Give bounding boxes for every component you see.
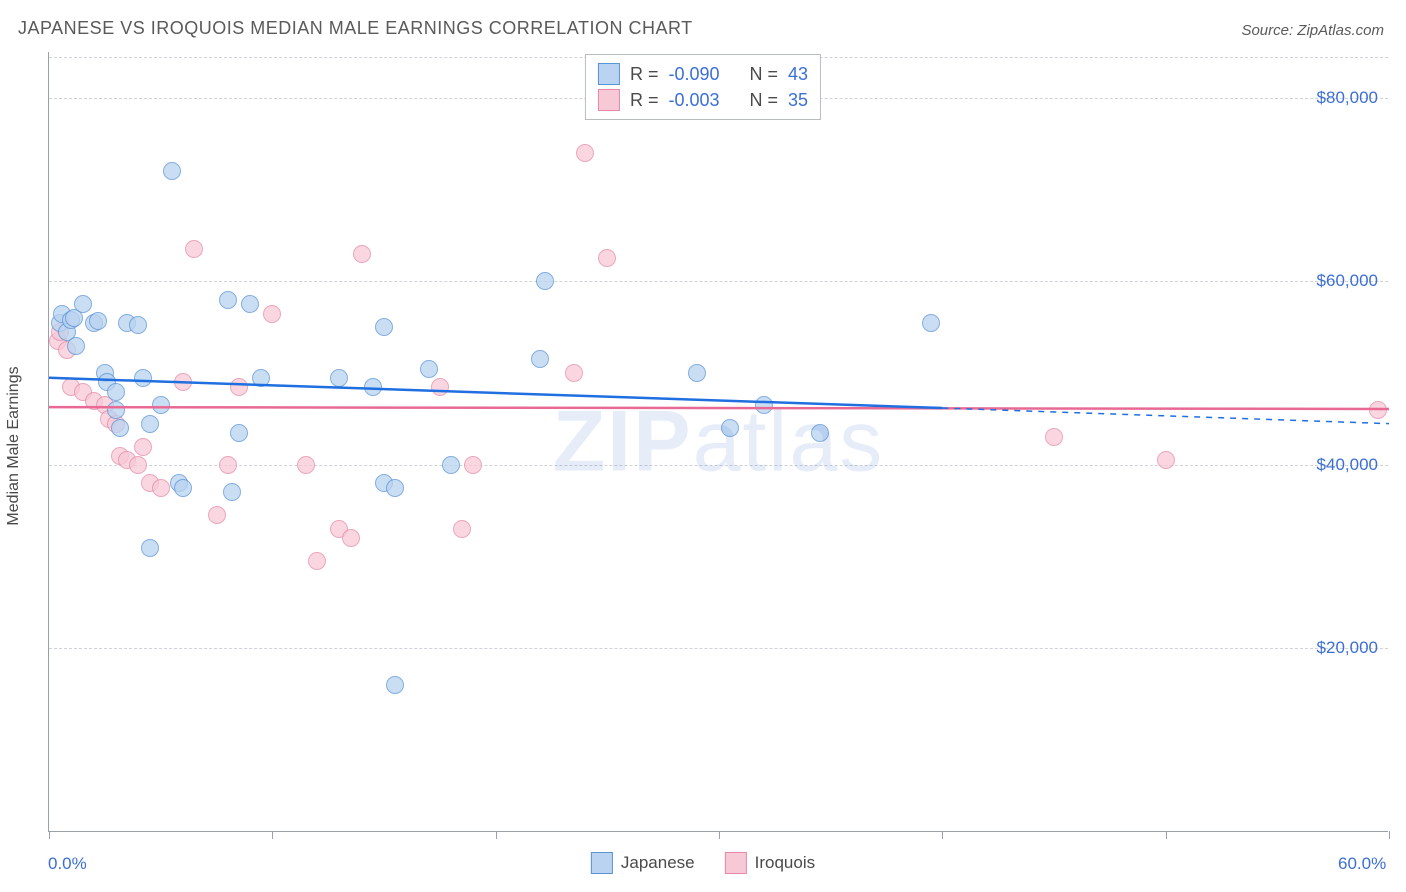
scatter-point-japanese [163, 162, 181, 180]
chart-title: JAPANESE VS IROQUOIS MEDIAN MALE EARNING… [18, 18, 693, 39]
x-tick [496, 831, 497, 839]
scatter-point-japanese [141, 415, 159, 433]
stat-r-value: -0.003 [668, 90, 719, 111]
legend-swatch [598, 63, 620, 85]
scatter-point-iroquois [219, 456, 237, 474]
scatter-point-japanese [688, 364, 706, 382]
trend-lines-svg [49, 52, 1389, 832]
x-tick [942, 831, 943, 839]
scatter-point-iroquois [342, 529, 360, 547]
scatter-point-japanese [129, 316, 147, 334]
scatter-point-japanese [386, 479, 404, 497]
scatter-point-iroquois [353, 245, 371, 263]
scatter-point-japanese [141, 539, 159, 557]
legend-label: Iroquois [755, 853, 815, 873]
legend-swatch [725, 852, 747, 874]
stat-r-label: R = [630, 64, 659, 85]
scatter-point-japanese [531, 350, 549, 368]
legend-swatch [598, 89, 620, 111]
stat-r-value: -0.090 [668, 64, 719, 85]
scatter-point-japanese [755, 396, 773, 414]
legend-item: Japanese [591, 852, 695, 874]
scatter-point-iroquois [308, 552, 326, 570]
scatter-point-iroquois [464, 456, 482, 474]
stat-n-value: 35 [788, 90, 808, 111]
scatter-point-japanese [152, 396, 170, 414]
scatter-point-japanese [330, 369, 348, 387]
stat-n-label: N = [750, 90, 779, 111]
stat-n-value: 43 [788, 64, 808, 85]
plot-area: ZIPatlas $20,000 $40,000 $60,000 $80,000 [48, 52, 1388, 832]
legend-series: Japanese Iroquois [591, 852, 815, 874]
scatter-point-iroquois [1045, 428, 1063, 446]
scatter-point-japanese [107, 401, 125, 419]
scatter-point-japanese [922, 314, 940, 332]
x-axis-min-label: 0.0% [48, 854, 87, 874]
x-tick [1389, 831, 1390, 839]
watermark-bold: ZIP [553, 393, 693, 489]
legend-stats-row: R = -0.003 N = 35 [596, 87, 810, 113]
legend-label: Japanese [621, 853, 695, 873]
scatter-point-iroquois [185, 240, 203, 258]
scatter-point-japanese [811, 424, 829, 442]
scatter-point-japanese [364, 378, 382, 396]
scatter-point-iroquois [263, 305, 281, 323]
y-tick-label: $20,000 [1317, 638, 1378, 658]
scatter-point-iroquois [598, 249, 616, 267]
source-label: Source: ZipAtlas.com [1241, 22, 1384, 39]
scatter-point-japanese [420, 360, 438, 378]
watermark-thin: atlas [693, 393, 885, 489]
legend-item: Iroquois [725, 852, 815, 874]
scatter-point-japanese [442, 456, 460, 474]
x-tick [1166, 831, 1167, 839]
scatter-point-japanese [134, 369, 152, 387]
scatter-point-japanese [536, 272, 554, 290]
scatter-point-japanese [111, 419, 129, 437]
scatter-point-japanese [386, 676, 404, 694]
scatter-point-japanese [223, 483, 241, 501]
gridline [49, 648, 1388, 649]
scatter-point-japanese [230, 424, 248, 442]
legend-stats-box: R = -0.090 N = 43 R = -0.003 N = 35 [585, 54, 821, 120]
gridline [49, 281, 1388, 282]
scatter-point-japanese [252, 369, 270, 387]
legend-stats-row: R = -0.090 N = 43 [596, 61, 810, 87]
scatter-point-japanese [67, 337, 85, 355]
x-tick [272, 831, 273, 839]
scatter-point-japanese [174, 479, 192, 497]
scatter-point-iroquois [431, 378, 449, 396]
x-axis-max-label: 60.0% [1338, 854, 1386, 874]
x-tick [49, 831, 50, 839]
scatter-point-japanese [74, 295, 92, 313]
scatter-point-japanese [721, 419, 739, 437]
scatter-point-iroquois [174, 373, 192, 391]
scatter-point-iroquois [453, 520, 471, 538]
x-tick [719, 831, 720, 839]
y-axis-label: Median Male Earnings [5, 366, 23, 525]
scatter-point-japanese [241, 295, 259, 313]
y-tick-label: $60,000 [1317, 271, 1378, 291]
scatter-point-iroquois [230, 378, 248, 396]
scatter-point-japanese [89, 312, 107, 330]
scatter-point-japanese [219, 291, 237, 309]
scatter-point-iroquois [152, 479, 170, 497]
scatter-point-iroquois [565, 364, 583, 382]
watermark: ZIPatlas [553, 392, 884, 491]
stat-r-label: R = [630, 90, 659, 111]
stat-n-label: N = [750, 64, 779, 85]
scatter-point-japanese [375, 318, 393, 336]
scatter-point-japanese [107, 383, 125, 401]
gridline [49, 465, 1388, 466]
legend-swatch [591, 852, 613, 874]
scatter-point-iroquois [129, 456, 147, 474]
scatter-point-iroquois [1369, 401, 1387, 419]
y-tick-label: $80,000 [1317, 88, 1378, 108]
scatter-point-iroquois [297, 456, 315, 474]
scatter-point-iroquois [134, 438, 152, 456]
scatter-point-iroquois [1157, 451, 1175, 469]
scatter-point-iroquois [208, 506, 226, 524]
scatter-point-iroquois [576, 144, 594, 162]
y-tick-label: $40,000 [1317, 455, 1378, 475]
